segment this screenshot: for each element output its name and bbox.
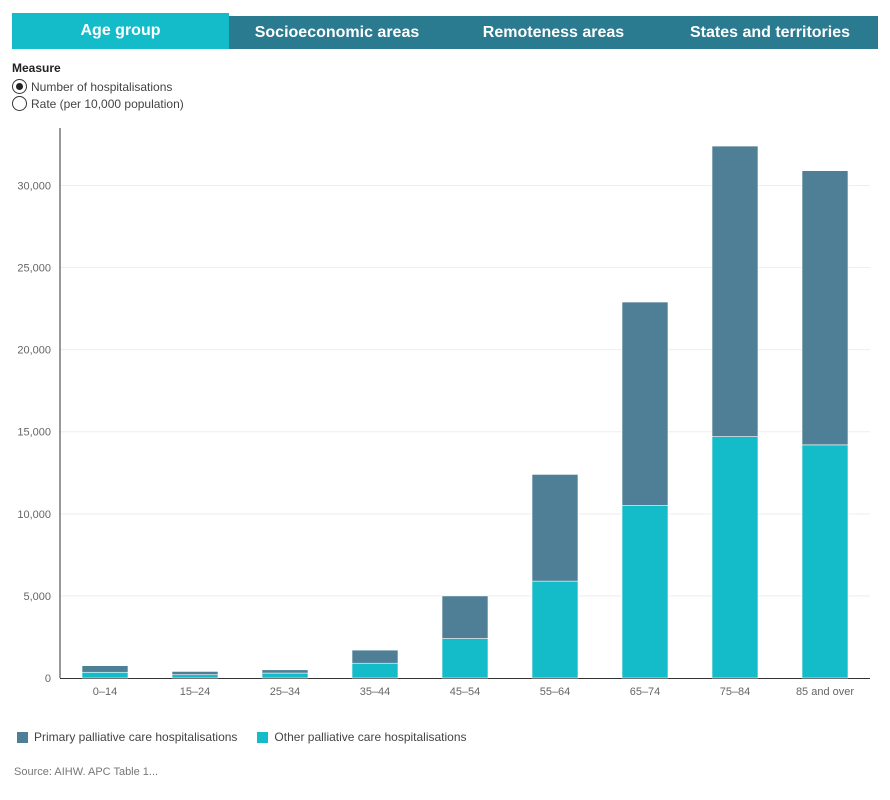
bar-other (711, 436, 759, 679)
bar-other (801, 444, 849, 679)
x-tick-label: 15–24 (180, 686, 211, 698)
legend-label-primary: Primary palliative care hospitalisations (34, 730, 238, 744)
x-tick-label: 75–84 (720, 686, 751, 698)
radio-rate-per-10000[interactable] (12, 96, 27, 111)
x-tick-label: 55–64 (540, 686, 571, 698)
bar-other (441, 638, 489, 679)
x-tick-label: 25–34 (270, 686, 301, 698)
measure-title: Measure (12, 61, 61, 75)
y-tick-label: 5,000 (23, 591, 51, 603)
chart-legend: Primary palliative care hospitalisations… (17, 730, 487, 744)
bar-other (81, 671, 129, 679)
y-tick-label: 20,000 (17, 345, 51, 357)
bar-other (171, 674, 219, 679)
y-tick-label: 15,000 (17, 427, 51, 439)
x-tick-label: 85 and over (796, 686, 854, 698)
y-tick-label: 0 (45, 673, 51, 685)
measure-option-label: Rate (per 10,000 population) (31, 96, 184, 111)
tab-socioeconomic-areas[interactable]: Socioeconomic areas (229, 16, 445, 49)
legend-item-primary[interactable]: Primary palliative care hospitalisations (17, 730, 237, 744)
y-tick-label: 25,000 (17, 263, 51, 275)
radio-number-of-hospitalisations[interactable] (12, 79, 27, 94)
y-tick-label: 30,000 (17, 180, 51, 192)
source-note: Source: AIHW. APC Table 1... (14, 766, 159, 778)
tab-bar: Age group Socioeconomic areas Remoteness… (12, 13, 878, 49)
bar-other (351, 662, 399, 679)
y-tick-label: 10,000 (17, 509, 51, 521)
bar-other (621, 505, 669, 679)
x-tick-label: 45–54 (450, 686, 481, 698)
bar-primary (351, 649, 399, 664)
measure-selector: Measure Number of hospitalisations Rate … (12, 61, 184, 112)
legend-swatch-primary (17, 731, 28, 743)
tab-age-group[interactable]: Age group (12, 13, 229, 49)
tab-remoteness-areas[interactable]: Remoteness areas (445, 16, 662, 49)
bar-other (531, 580, 579, 679)
bar-primary (801, 170, 849, 446)
tab-states-and-territories[interactable]: States and territories (662, 16, 878, 49)
measure-option-rate[interactable]: Rate (per 10,000 population) (12, 95, 184, 112)
x-tick-label: 65–74 (630, 686, 661, 698)
bar-primary (711, 145, 759, 437)
legend-item-other[interactable]: Other palliative care hospitalisations (257, 730, 467, 744)
bar-other (261, 672, 309, 679)
legend-label-other: Other palliative care hospitalisations (274, 730, 467, 744)
bar-primary (621, 301, 669, 506)
bar-primary (81, 665, 129, 673)
bar-primary (531, 474, 579, 582)
measure-option-label: Number of hospitalisations (31, 79, 173, 94)
bar-primary (441, 595, 489, 639)
legend-swatch-other (257, 731, 269, 743)
bar-primary (171, 671, 219, 676)
bar-primary (261, 669, 309, 674)
x-tick-label: 0–14 (93, 686, 117, 698)
measure-option-number[interactable]: Number of hospitalisations (12, 78, 184, 95)
stacked-bar-chart: 0 5,000 10,000 15,000 20,000 25,000 30,000 0–14… (17, 128, 870, 698)
x-tick-label: 35–44 (360, 686, 391, 698)
